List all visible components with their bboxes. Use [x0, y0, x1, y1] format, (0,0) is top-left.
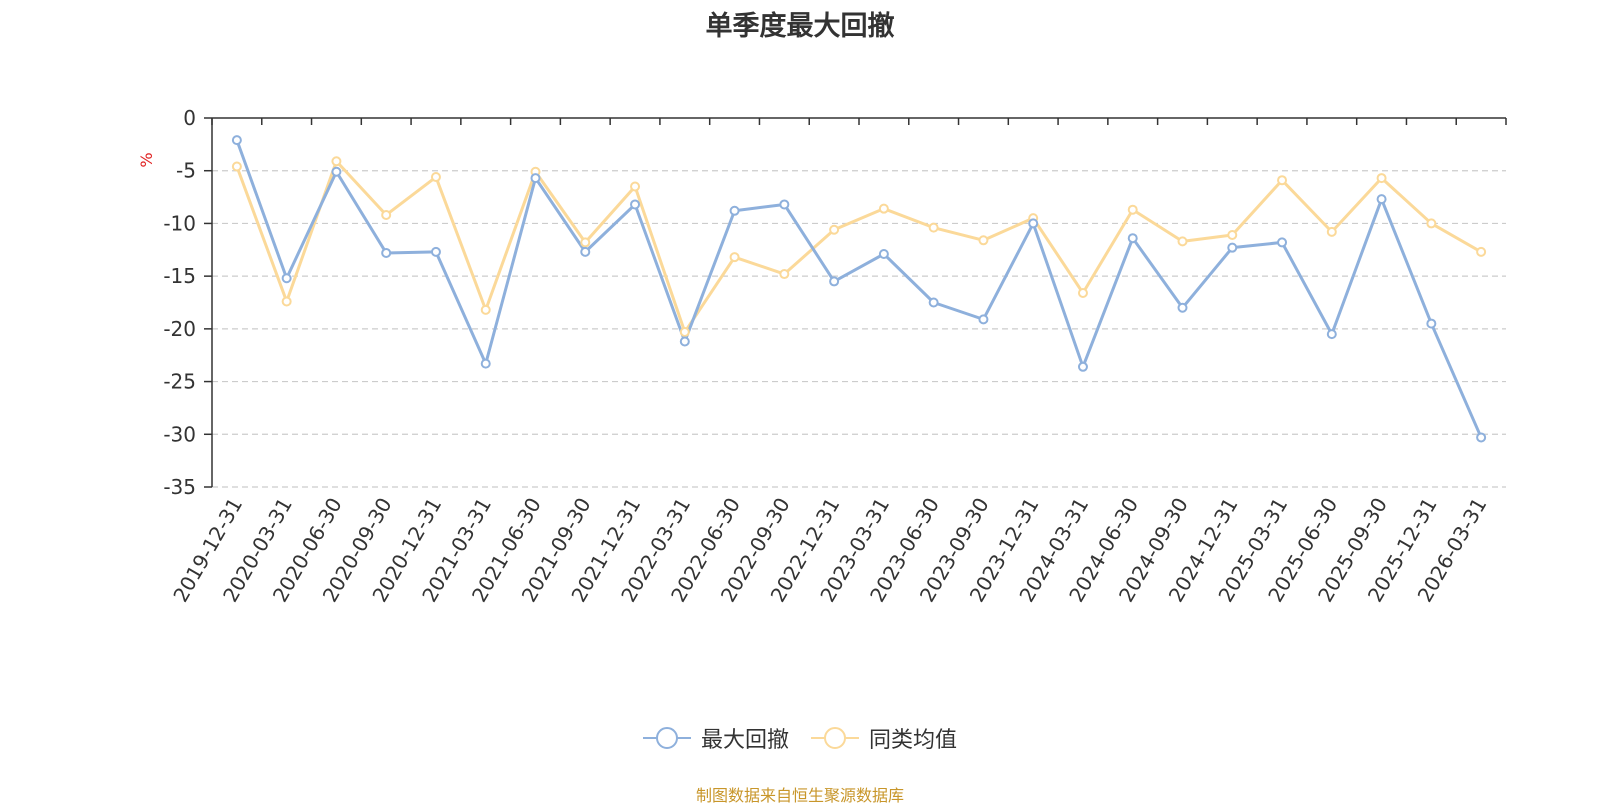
data-point	[1326, 226, 1337, 237]
data-point	[381, 247, 392, 258]
data-point	[1227, 230, 1238, 241]
y-tick-label: -15	[163, 264, 196, 288]
data-point	[580, 237, 591, 248]
chart-title: 单季度最大回撤	[705, 11, 895, 42]
data-point	[281, 273, 292, 284]
data-point	[729, 205, 740, 216]
y-tick-label: -30	[163, 422, 196, 446]
legend-item[interactable]: 同类均值	[811, 722, 957, 754]
legend-label: 同类均值	[869, 728, 958, 753]
data-point	[978, 314, 989, 325]
data-point	[331, 156, 342, 167]
source-note: 制图数据来自恒生聚源数据库	[695, 786, 904, 805]
data-point	[1177, 236, 1188, 247]
data-point	[331, 166, 342, 177]
data-point	[430, 172, 441, 183]
y-tick-labels: 0 -5 -10 -15 -20 -25 -30 -35	[163, 106, 196, 499]
data-point	[1177, 302, 1188, 313]
data-point	[480, 304, 491, 315]
data-point	[1077, 288, 1088, 299]
data-point	[1077, 361, 1088, 372]
data-point	[1326, 329, 1337, 340]
data-point	[829, 276, 840, 287]
legend-label: 最大回撤	[700, 728, 789, 753]
data-point	[1028, 218, 1039, 229]
data-point	[779, 269, 790, 280]
axes	[204, 117, 1507, 488]
y-tick-label: -20	[163, 317, 196, 341]
series-line	[235, 139, 1483, 439]
data-point	[1376, 194, 1387, 205]
data-point	[580, 246, 591, 257]
data-point	[978, 235, 989, 246]
legend-item[interactable]: 最大回撤	[642, 722, 789, 754]
data-point	[231, 161, 242, 172]
data-point	[1476, 246, 1487, 257]
data-point	[1376, 173, 1387, 184]
y-tick-label: -5	[176, 159, 196, 183]
data-point	[381, 209, 392, 220]
y-tick-label: 0	[183, 106, 196, 130]
data-point	[928, 222, 939, 233]
data-point	[1127, 233, 1138, 244]
series-lines	[231, 135, 1487, 443]
data-point	[430, 246, 441, 257]
data-point	[630, 181, 641, 192]
data-point	[679, 327, 690, 338]
data-point	[480, 358, 491, 369]
data-point	[1426, 318, 1437, 329]
data-point	[1426, 218, 1437, 229]
data-point	[729, 252, 740, 263]
data-point	[829, 224, 840, 235]
data-point	[928, 297, 939, 308]
grid-lines	[212, 170, 1506, 488]
y-tick-label: -35	[163, 475, 196, 499]
data-point	[878, 249, 889, 260]
legend: 最大回撤 同类均值	[0, 722, 1600, 754]
y-tick-label: -10	[163, 211, 196, 235]
data-point	[1127, 204, 1138, 215]
data-point	[630, 199, 641, 210]
data-point	[1277, 237, 1288, 248]
data-point	[530, 173, 541, 184]
data-point	[1277, 175, 1288, 186]
data-point	[231, 135, 242, 146]
data-point	[1227, 242, 1238, 253]
legend-line-circle-icon	[642, 727, 691, 749]
data-point	[281, 296, 292, 307]
data-point	[878, 203, 889, 214]
data-point	[1476, 432, 1487, 443]
x-tick-labels: 2019-12-312020-03-312020-06-302020-09-30…	[168, 493, 1491, 606]
data-point	[679, 336, 690, 347]
legend-line-circle-icon	[811, 727, 859, 749]
data-point	[779, 199, 790, 210]
series-line	[235, 159, 1482, 334]
y-axis-unit: %	[137, 152, 156, 167]
y-tick-label: -25	[163, 370, 196, 394]
